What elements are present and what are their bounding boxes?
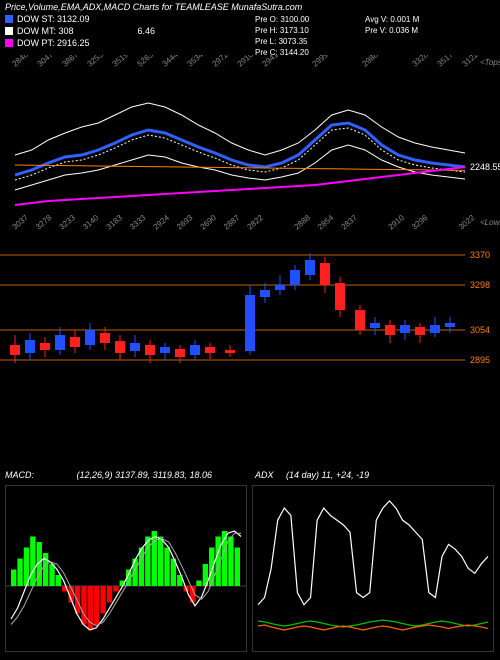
svg-text:3534: 3534 (186, 55, 206, 69)
svg-text:3022: 3022 (457, 213, 477, 232)
svg-text:3517: 3517 (436, 55, 456, 69)
chart-title: Price,Volume,EMA,ADX,MACD Charts for TEA… (5, 2, 495, 12)
svg-text:<Tops: <Tops (480, 58, 500, 67)
adx-info: (14 day) 11, +24, -19 (286, 470, 369, 480)
svg-text:2690: 2690 (199, 213, 219, 232)
svg-text:2887: 2887 (222, 213, 242, 232)
svg-text:5263: 5263 (136, 55, 156, 69)
svg-text:3140: 3140 (81, 213, 101, 232)
svg-text:3122: 3122 (461, 55, 481, 69)
svg-text:2910: 2910 (236, 55, 256, 69)
svg-text:3047: 3047 (36, 55, 56, 69)
macd-label: MACD: (5, 470, 34, 480)
svg-text:3037: 3037 (11, 213, 31, 232)
svg-text:2848: 2848 (11, 55, 31, 69)
svg-text:2837: 2837 (340, 213, 360, 232)
svg-text:2895: 2895 (470, 355, 490, 365)
svg-text:3328: 3328 (411, 55, 431, 69)
svg-text:3370: 3370 (470, 250, 490, 260)
svg-text:2822: 2822 (246, 213, 266, 232)
adx-label: ADX (255, 470, 274, 480)
svg-text:2924: 2924 (152, 213, 172, 232)
macd-info: (12,26,9) 3137.89, 3119.83, 18.06 (77, 470, 212, 480)
vol-info: Avg V: 0.001 MPre V: 0.036 M (365, 14, 419, 36)
svg-text:2854: 2854 (316, 213, 336, 232)
svg-text:2888: 2888 (293, 213, 313, 232)
svg-text:2693: 2693 (175, 213, 195, 232)
svg-text:2248.55: 2248.55 (470, 162, 500, 172)
svg-text:3296: 3296 (410, 213, 430, 232)
dow-mt-label: DOW MT: 308 (17, 26, 74, 36)
svg-text:3298: 3298 (470, 280, 490, 290)
macd-panel (5, 485, 247, 652)
svg-text:2910: 2910 (387, 213, 407, 232)
svg-text:3054: 3054 (470, 325, 490, 335)
svg-text:3519: 3519 (111, 55, 131, 69)
price-panel: 2848 3047 3867 3253 3519 5263 3444 3534 2972 2910… (0, 55, 500, 235)
svg-text:<Lows: <Lows (480, 218, 500, 227)
svg-text:2999: 2999 (311, 55, 331, 69)
svg-text:3278: 3278 (34, 213, 54, 232)
dow-st-swatch (5, 15, 13, 23)
svg-text:3233: 3233 (58, 213, 78, 232)
dow-mt-swatch (5, 27, 13, 35)
svg-text:2972: 2972 (211, 55, 231, 69)
svg-text:3253: 3253 (86, 55, 106, 69)
svg-text:3333: 3333 (128, 213, 148, 232)
ohlc-info: Pre O: 3100.00Pre H: 3173.10 Pre L: 3073… (255, 14, 309, 58)
candle-panel: 3370 3298 3054 2895 (0, 235, 500, 390)
svg-text:2988: 2988 (361, 55, 381, 69)
dow-pt-label: DOW PT: 2916.25 (17, 38, 90, 48)
svg-text:3867: 3867 (61, 55, 81, 69)
svg-text:3183: 3183 (105, 213, 125, 232)
svg-text:3444: 3444 (161, 55, 181, 69)
svg-text:2941: 2941 (261, 55, 281, 69)
dow-pt-swatch (5, 39, 13, 47)
dow-st-label: DOW ST: 3132.09 (17, 14, 90, 24)
extra-val: 6.46 (138, 26, 156, 36)
adx-panel (252, 485, 494, 652)
